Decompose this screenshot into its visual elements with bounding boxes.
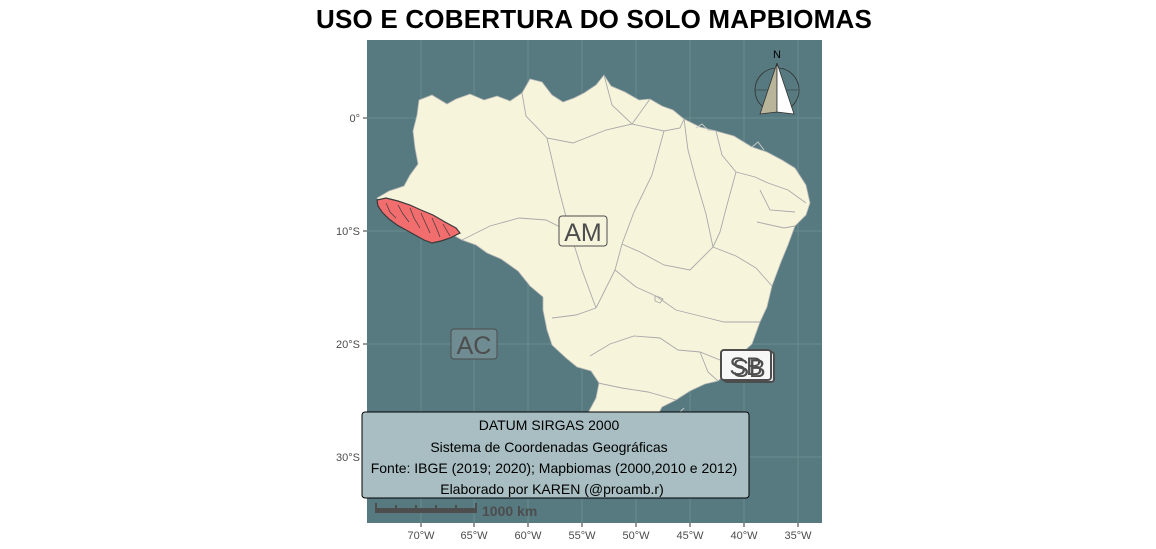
state-label-am: AM xyxy=(558,215,608,247)
info-box: DATUM SIRGAS 2000 Sistema de Coordenadas… xyxy=(361,411,750,499)
x-tick-label-50w: 50°W xyxy=(622,530,650,542)
scale-bar: 1000 km xyxy=(375,503,537,519)
state-label-sb-text-shadow: SB xyxy=(732,355,765,383)
y-axis xyxy=(363,117,367,458)
state-label-sb: SB SB xyxy=(720,349,775,383)
info-line-source: Fonte: IBGE (2019; 2020); Mapbiomas (200… xyxy=(371,460,738,476)
y-tick-label-0: 0° xyxy=(349,113,360,125)
scale-bar-body xyxy=(375,508,477,513)
y-tick-label-10s: 10°S xyxy=(336,226,360,238)
info-line-datum: DATUM SIRGAS 2000 xyxy=(479,417,620,433)
info-line-coordinate-system: Sistema de Coordenadas Geográficas xyxy=(430,439,667,455)
x-tick-label-40w: 40°W xyxy=(730,530,758,542)
info-line-author: Elaborado por KAREN (@proamb.r) xyxy=(440,481,664,497)
state-label-ac-text: AC xyxy=(457,332,492,360)
x-tick-label-60w: 60°W xyxy=(514,530,542,542)
x-tick-label-35w: 35°W xyxy=(784,530,812,542)
state-label-sb-box xyxy=(720,349,772,381)
info-box-background xyxy=(361,411,750,499)
scale-bar-label: 1000 km xyxy=(482,503,537,519)
y-tick-label-30s: 30°S xyxy=(336,452,360,464)
state-label-sb-text: SB xyxy=(729,353,762,381)
x-tick-label-70w: 70°W xyxy=(407,530,435,542)
y-tick-label-20s: 20°S xyxy=(336,339,360,351)
acre-land-use xyxy=(376,197,461,244)
map-title: USO E COBERTURA DO SOLO MAPBIOMAS xyxy=(316,4,872,34)
x-tick-label-65w: 65°W xyxy=(460,530,488,542)
state-borders xyxy=(461,74,807,421)
north-arrow: N xyxy=(754,49,800,115)
north-arrow-label: N xyxy=(773,49,781,61)
x-tick-label-45w: 45°W xyxy=(676,530,704,542)
acre-land-use-texture xyxy=(385,202,451,238)
north-arrow-right-half xyxy=(776,62,795,115)
state-label-ac: AC xyxy=(450,328,498,360)
x-axis xyxy=(420,523,799,527)
state-label-ac-box xyxy=(450,328,498,360)
x-tick-label-55w: 55°W xyxy=(568,530,596,542)
brazil-land xyxy=(376,74,811,495)
state-label-am-text: AM xyxy=(564,219,602,247)
state-label-am-box xyxy=(558,215,608,247)
